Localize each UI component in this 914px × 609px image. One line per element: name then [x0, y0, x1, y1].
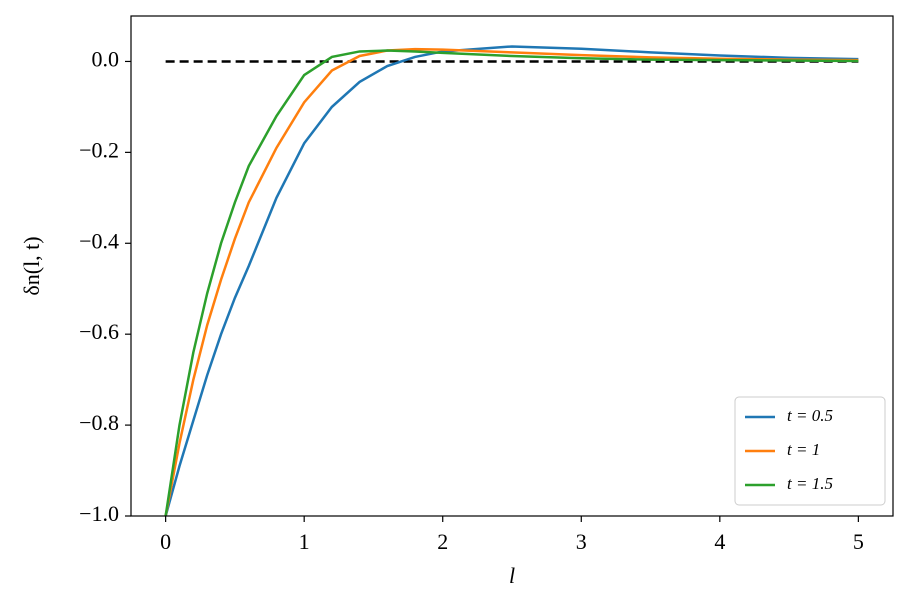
x-tick-label: 0 — [160, 529, 171, 554]
y-tick-label: −0.4 — [79, 228, 119, 253]
y-tick-label: −1.0 — [79, 501, 119, 526]
plot-frame — [130, 15, 894, 517]
legend-label: t = 0.5 — [787, 406, 833, 425]
x-tick-label: 5 — [853, 529, 864, 554]
legend-label: t = 1.5 — [787, 474, 833, 493]
y-axis-label: δn(l, t) — [19, 236, 44, 295]
x-tick-label: 3 — [576, 529, 587, 554]
line-series — [164, 45, 859, 517]
legend-box — [734, 396, 886, 506]
x-axis-label: l — [509, 563, 515, 588]
y-tick-label: −0.8 — [79, 410, 119, 435]
line-series — [164, 49, 859, 517]
x-tick-label: 4 — [714, 529, 725, 554]
y-tick-label: −0.2 — [79, 137, 119, 162]
y-tick-label: −0.6 — [79, 319, 119, 344]
x-tick-label: 1 — [299, 529, 310, 554]
x-tick-label: 2 — [437, 529, 448, 554]
legend: t = 0.5 t = 1 t = 1.5 — [734, 396, 886, 506]
legend-label: t = 1 — [787, 440, 820, 459]
y-tick-label: 0.0 — [92, 47, 120, 72]
line-series — [164, 47, 859, 517]
